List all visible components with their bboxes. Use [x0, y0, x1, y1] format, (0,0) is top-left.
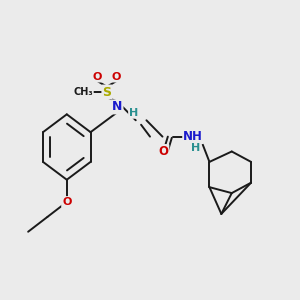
- Text: O: O: [112, 72, 121, 82]
- Text: N: N: [112, 100, 122, 113]
- Text: O: O: [158, 145, 168, 158]
- Text: O: O: [62, 197, 71, 207]
- Text: S: S: [102, 85, 111, 98]
- Text: H: H: [129, 108, 138, 118]
- Text: CH₃: CH₃: [73, 87, 93, 97]
- Text: O: O: [93, 72, 102, 82]
- Text: H: H: [191, 143, 201, 153]
- Text: NH: NH: [183, 130, 203, 143]
